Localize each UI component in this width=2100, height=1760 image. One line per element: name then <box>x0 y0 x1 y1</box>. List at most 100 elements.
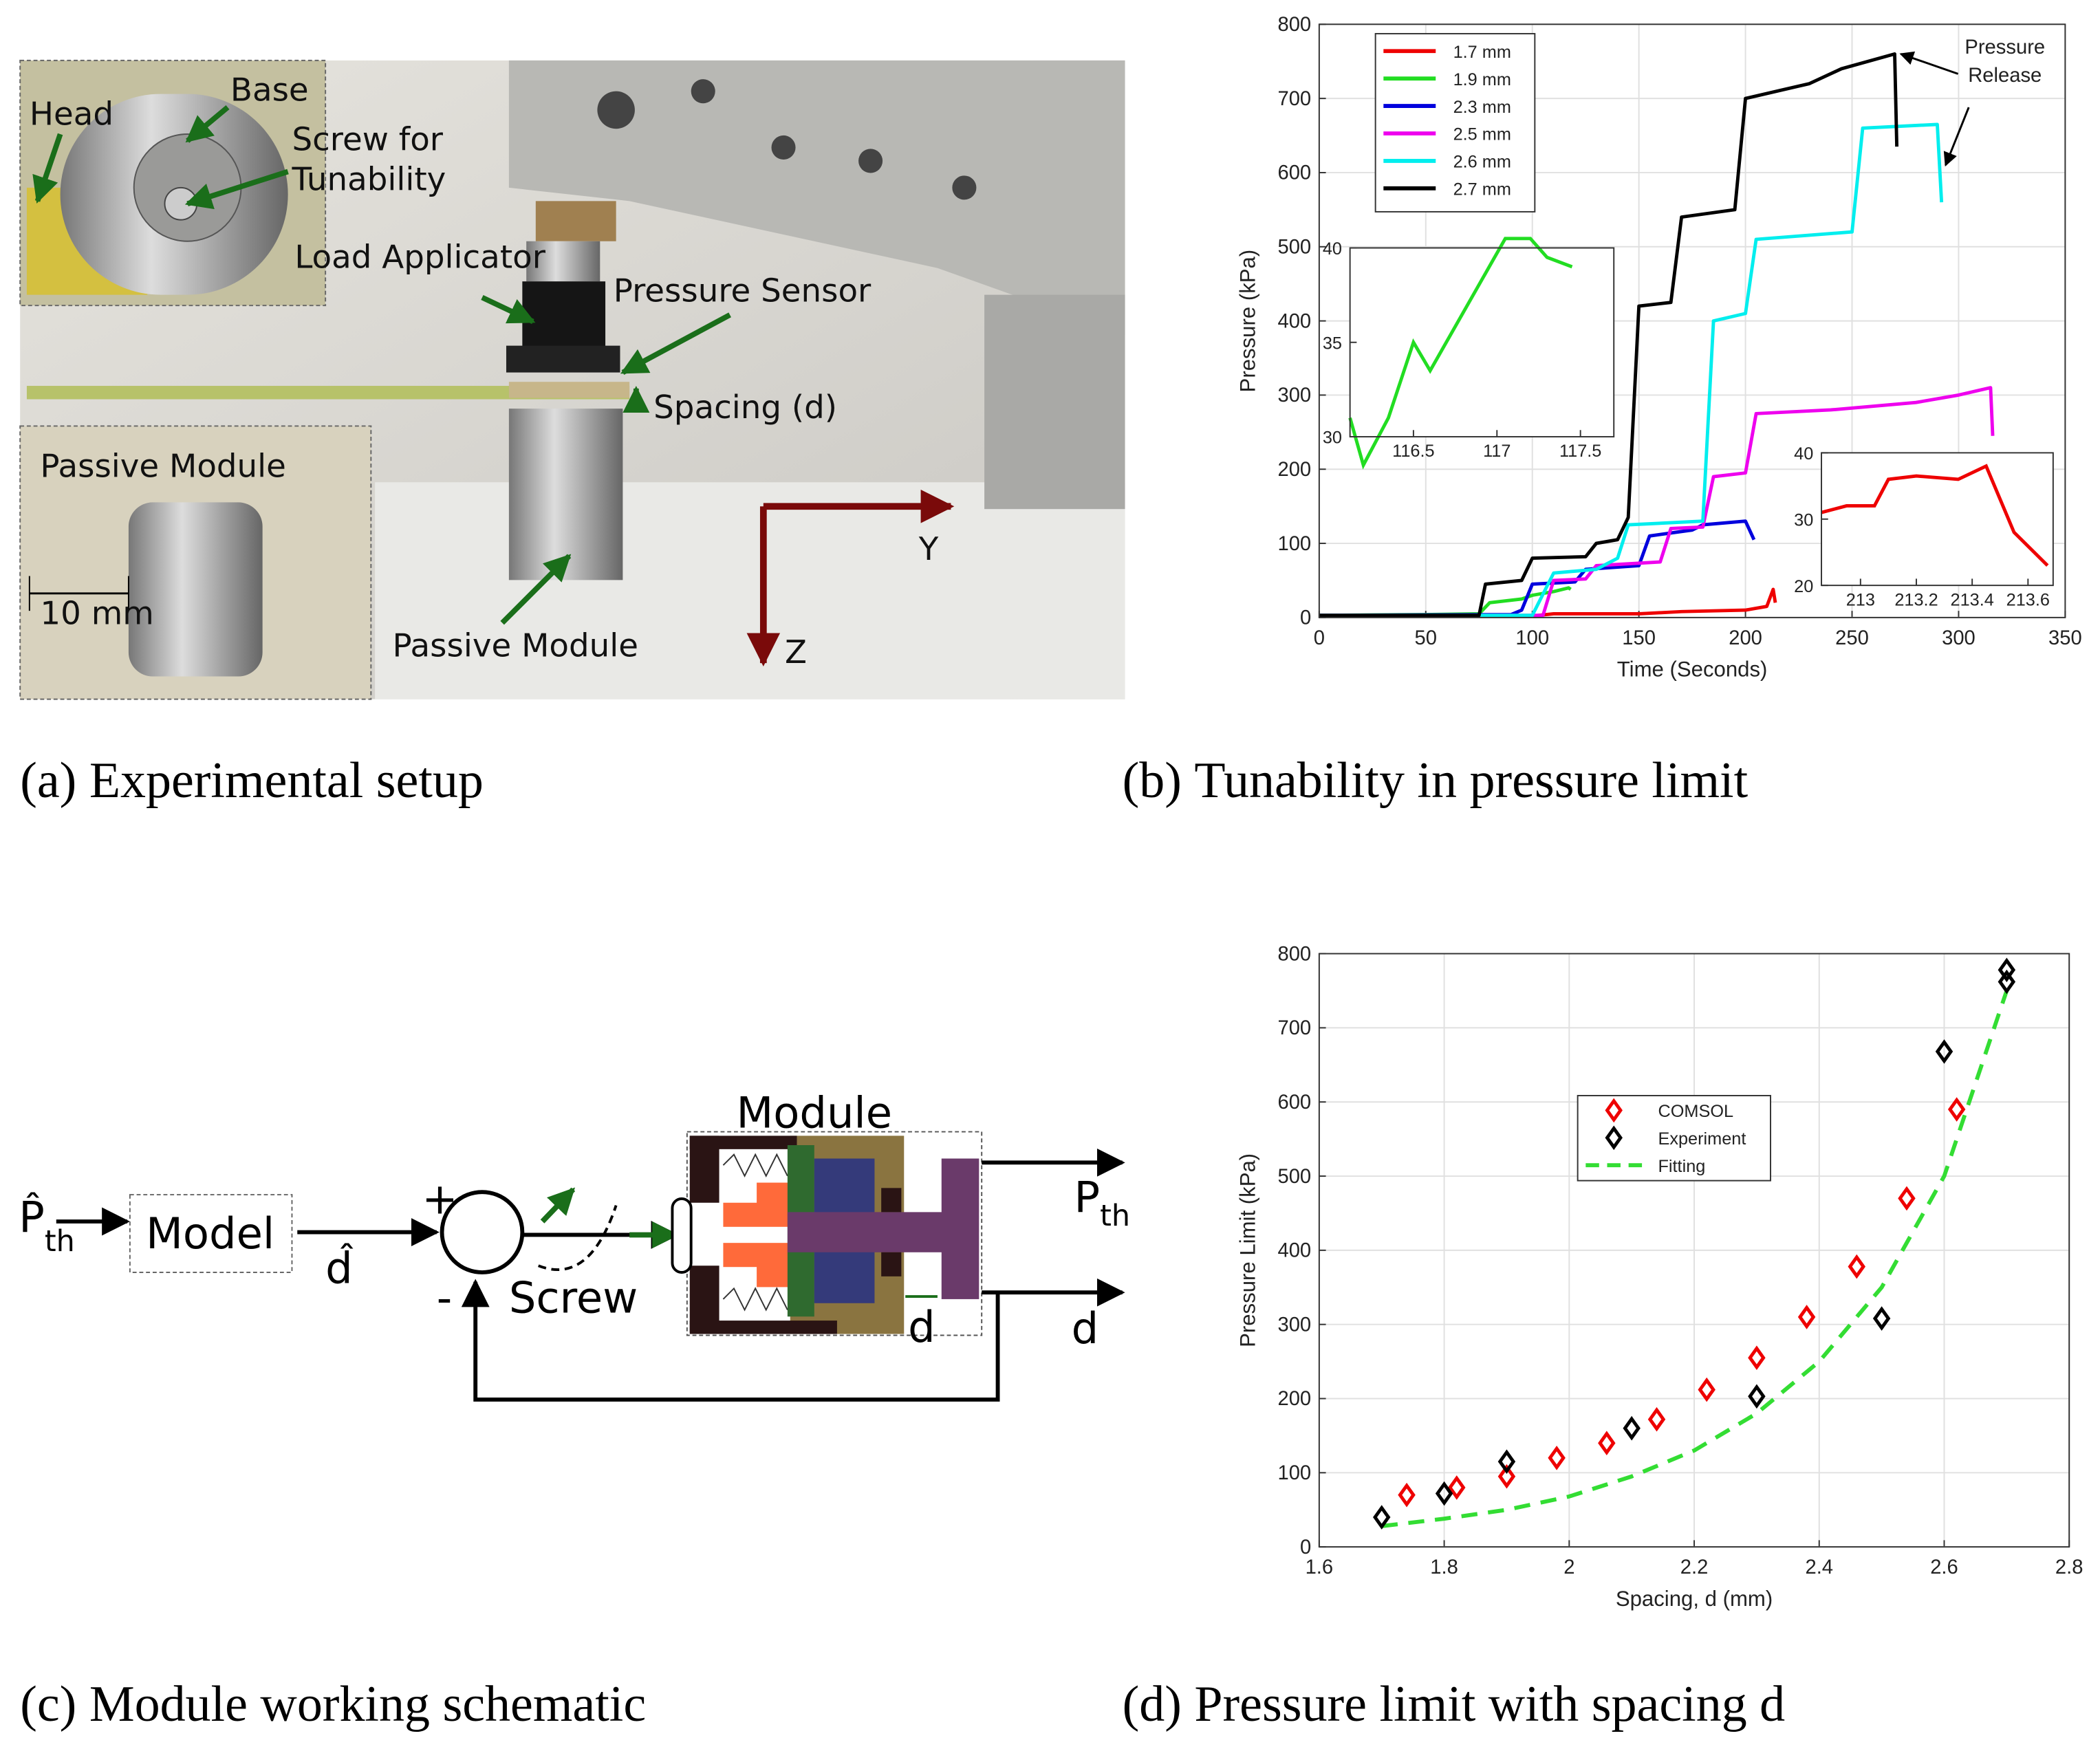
frame-beam <box>508 60 1125 336</box>
inset-line <box>1348 237 1573 470</box>
annotation-arrow <box>1943 107 1970 167</box>
module-body <box>128 502 263 677</box>
line-series <box>1319 386 1995 618</box>
point <box>1935 1039 1953 1064</box>
line-series <box>1319 519 1756 618</box>
caption-label: (d) <box>1123 1676 1182 1732</box>
line-series <box>1319 122 1944 618</box>
screw-path <box>538 1205 618 1272</box>
x-tick-label: 0 <box>1314 627 1325 649</box>
x-tick-label: 2.4 <box>1805 1556 1833 1578</box>
module-head <box>133 133 242 242</box>
caption: (a) Experimental setup <box>20 752 484 809</box>
module-wall <box>689 1321 837 1334</box>
caption-label: (c) <box>20 1676 76 1732</box>
point <box>1647 1406 1666 1432</box>
load-applicator <box>526 241 600 282</box>
arrow <box>184 169 289 210</box>
legend-label: Fitting <box>1658 1157 1705 1176</box>
x-tick-label: 213 <box>1846 590 1875 609</box>
photo-label: Spacing (d) <box>653 389 837 426</box>
x-tick-label: 350 <box>2048 627 2082 649</box>
photo-label: Screw for <box>292 121 443 158</box>
y-tick-label: 200 <box>1277 1388 1311 1410</box>
plot-frame <box>1318 23 2066 618</box>
x-tick-label: 200 <box>1729 627 1762 649</box>
caption: (d) Pressure limit with spacing d <box>1123 1676 1786 1732</box>
plot-area <box>1821 453 2053 586</box>
y-tick-label: 30 <box>1323 428 1342 448</box>
point <box>1497 1449 1516 1474</box>
x-tick-label: 117.5 <box>1559 442 1601 461</box>
photo-label: 10 mm <box>40 596 153 633</box>
module-wall <box>689 1136 719 1203</box>
frame-hole <box>597 91 635 129</box>
point <box>1398 1482 1416 1508</box>
y-axis-label: Pressure Limit (kPa) <box>1235 1153 1259 1347</box>
point <box>1497 1464 1516 1489</box>
legend-swatch <box>1605 1125 1623 1151</box>
photo-label: Passive Module <box>392 627 638 664</box>
point <box>1898 1186 1916 1211</box>
x-axis-label: Spacing, d (mm) <box>1616 1587 1773 1611</box>
schematic: P̂th Model d̂ + - Screw Module d <box>19 1088 1130 1402</box>
x-tick-label: 117 <box>1483 442 1511 461</box>
y-tick-label: 300 <box>1277 384 1311 406</box>
caption-label: (a) <box>20 752 76 809</box>
x-tick-label: 213.6 <box>2006 590 2050 609</box>
legend-swatch <box>1605 1098 1623 1123</box>
point <box>1623 1415 1641 1441</box>
y-axis-label: Pressure (kPa) <box>1235 250 1259 393</box>
estimate-label: d̂ <box>325 1243 354 1293</box>
module-part <box>757 1263 790 1288</box>
module-label: Module <box>737 1088 893 1138</box>
photo-label: Z <box>785 634 807 671</box>
legend-label: 2.3 mm <box>1453 98 1511 117</box>
subscript: th <box>45 1224 75 1259</box>
y-tick-label: 40 <box>1794 444 1813 464</box>
input-symbol: P̂th <box>19 1192 75 1259</box>
caption-text: Experimental setup <box>89 752 484 809</box>
photo-label: Load Applicator <box>294 239 545 276</box>
frame-hole <box>858 149 883 173</box>
line-series <box>1319 52 1899 618</box>
point <box>1435 1481 1453 1506</box>
y-tick-label: 100 <box>1277 533 1311 555</box>
minus-sign: - <box>437 1272 452 1323</box>
y-tick-label: 300 <box>1277 1314 1311 1336</box>
x-tick-label: 50 <box>1415 627 1437 649</box>
point <box>1998 969 2016 995</box>
y-tick-label: 0 <box>1300 1536 1311 1558</box>
inset-line <box>1821 464 2049 567</box>
x-tick-label: 2.6 <box>1930 1556 1958 1578</box>
bracket <box>535 201 616 241</box>
x-tick-label: 1.6 <box>1306 1556 1334 1578</box>
photo-label: Passive Module <box>40 448 286 485</box>
y-tick-label: 600 <box>1277 1091 1311 1113</box>
sensor-film <box>508 382 630 398</box>
caption: (b) Tunability in pressure limit <box>1123 752 1749 809</box>
caption-text: Tunability in pressure limit <box>1194 752 1748 809</box>
y-tick-label: 800 <box>1277 14 1311 36</box>
module-part <box>881 1252 902 1276</box>
screw-head <box>671 1197 693 1274</box>
table-surface <box>375 482 1125 699</box>
point <box>1947 1097 1966 1122</box>
y-tick-label: 600 <box>1277 162 1311 184</box>
symbol: P̂ <box>19 1192 45 1242</box>
x-tick-label: 300 <box>1942 627 1975 649</box>
point <box>1748 1384 1766 1409</box>
fit-line <box>1381 990 2009 1528</box>
x-tick-label: 116.5 <box>1392 442 1434 461</box>
cable <box>26 386 630 400</box>
module-wall <box>689 1265 719 1333</box>
arrow <box>481 295 536 325</box>
photo-label: Tunability <box>291 162 446 199</box>
x-axis-label: Time (Seconds) <box>1617 658 1768 682</box>
x-tick-label: 2 <box>1563 1556 1574 1578</box>
legend-box <box>1374 32 1536 213</box>
legend-label: COMSOL <box>1658 1102 1733 1121</box>
legend-label: 1.7 mm <box>1453 43 1511 62</box>
annotation-arrow <box>1899 51 1959 75</box>
